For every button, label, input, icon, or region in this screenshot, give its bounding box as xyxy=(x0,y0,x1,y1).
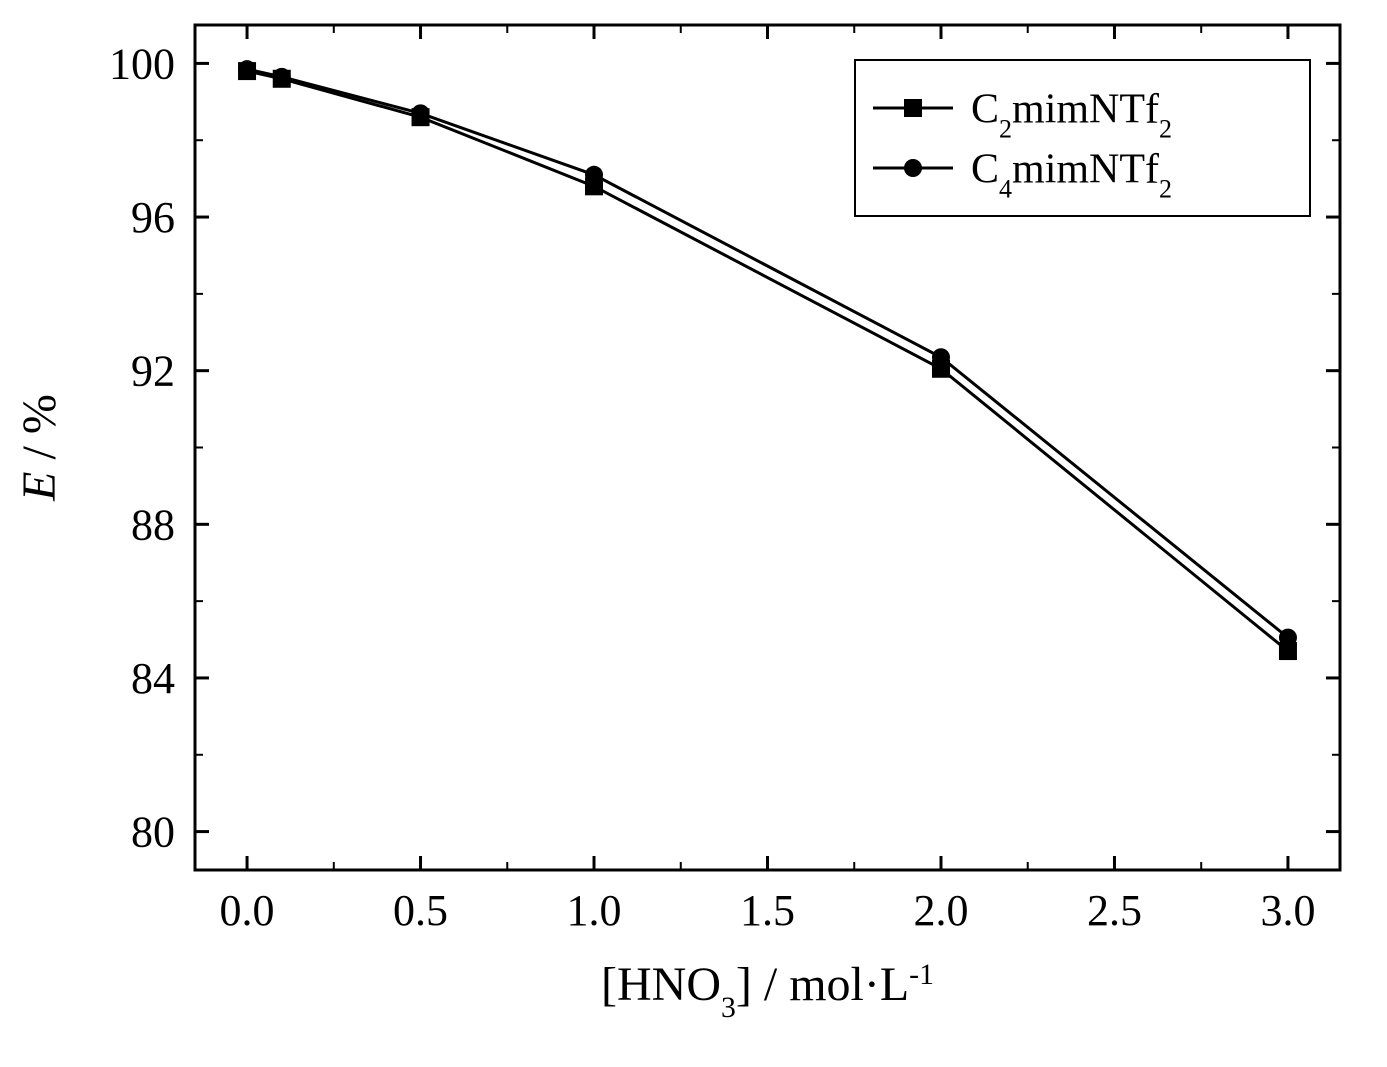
x-tick-label: 0.0 xyxy=(220,886,275,935)
x-tick-label: 2.0 xyxy=(913,886,968,935)
y-tick-label: 100 xyxy=(109,39,175,88)
y-tick-label: 92 xyxy=(131,347,175,396)
legend: C2mimNTf2C4mimNTf2 xyxy=(855,60,1310,216)
x-tick-label: 2.5 xyxy=(1087,886,1142,935)
line-chart: 0.00.51.01.52.02.53.08084889296100[HNO3]… xyxy=(0,0,1387,1067)
x-tick-label: 0.5 xyxy=(393,886,448,935)
y-tick-label: 96 xyxy=(131,193,175,242)
x-tick-label: 3.0 xyxy=(1260,886,1315,935)
x-tick-label: 1.0 xyxy=(567,886,622,935)
y-tick-label: 88 xyxy=(131,500,175,549)
y-tick-label: 84 xyxy=(131,654,175,703)
x-tick-label: 1.5 xyxy=(740,886,795,935)
y-axis-title: E / % xyxy=(13,394,66,502)
chart-container: 0.00.51.01.52.02.53.08084889296100[HNO3]… xyxy=(0,0,1387,1067)
y-tick-label: 80 xyxy=(131,808,175,857)
